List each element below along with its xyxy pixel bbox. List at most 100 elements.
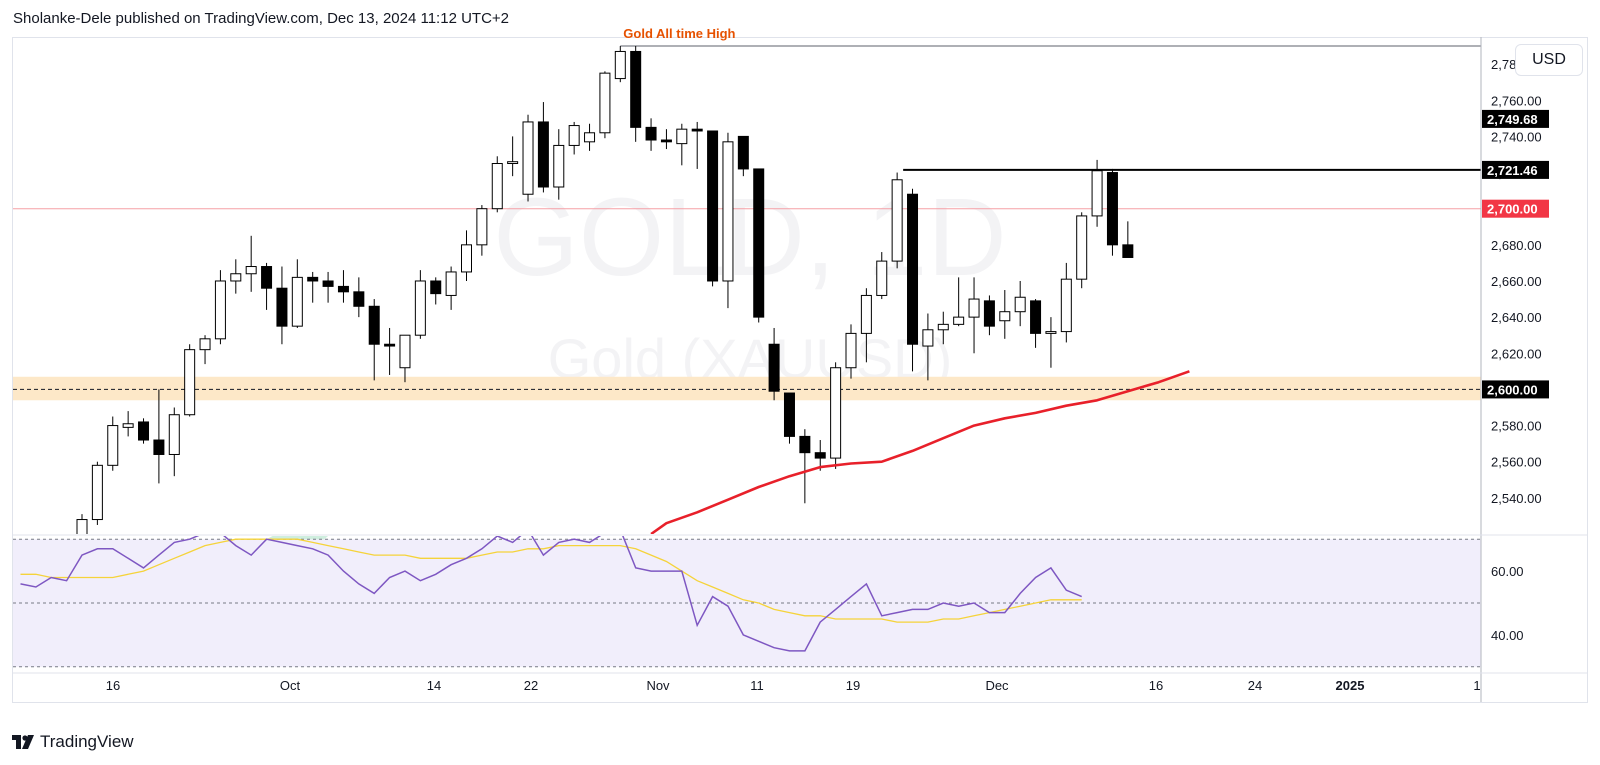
rsi-overbought-fill — [266, 536, 329, 540]
candle[interactable] — [261, 262, 273, 310]
candle[interactable] — [291, 259, 303, 328]
candle[interactable] — [753, 168, 765, 323]
candle[interactable] — [184, 344, 196, 417]
candle-body-up — [584, 132, 596, 143]
candle-body-up — [91, 464, 103, 521]
rsi-tick-label: 40.00 — [1491, 628, 1524, 643]
chart-frame[interactable] — [12, 37, 1588, 703]
candle[interactable] — [1106, 168, 1118, 256]
candle[interactable] — [1014, 280, 1026, 327]
candle[interactable] — [199, 335, 211, 365]
candle[interactable] — [476, 205, 488, 256]
candle[interactable] — [1091, 159, 1103, 227]
candle-body-up — [230, 273, 242, 282]
candle[interactable] — [983, 295, 995, 336]
candle[interactable] — [445, 266, 457, 310]
candle-body-down — [691, 128, 703, 132]
currency-button[interactable]: USD — [1515, 44, 1583, 76]
candle[interactable] — [91, 461, 103, 525]
price-label-badge[interactable]: 2,700.00 — [1482, 199, 1549, 218]
candle[interactable] — [384, 327, 396, 375]
candle[interactable] — [138, 418, 150, 444]
candle[interactable] — [1122, 221, 1134, 258]
candle[interactable] — [907, 188, 919, 372]
candle-body-up — [184, 349, 196, 416]
candle[interactable] — [491, 156, 503, 213]
candle[interactable] — [353, 277, 365, 318]
candle[interactable] — [953, 277, 965, 327]
candle[interactable] — [799, 429, 811, 504]
candle[interactable] — [322, 271, 334, 303]
candle[interactable] — [922, 313, 934, 381]
moving-average-line[interactable] — [650, 370, 1190, 534]
candle[interactable] — [1060, 262, 1072, 343]
candle-body-down — [276, 287, 288, 327]
candle[interactable] — [461, 230, 472, 281]
candle[interactable] — [783, 392, 795, 444]
candle[interactable] — [1076, 212, 1088, 289]
tradingview-logo[interactable]: TradingView — [12, 732, 134, 752]
candle[interactable] — [737, 135, 749, 177]
price-label-badge[interactable]: 2,600.00 — [1482, 380, 1549, 399]
candle[interactable] — [722, 132, 734, 309]
rsi-line[interactable] — [20, 530, 1082, 652]
candle[interactable] — [168, 407, 180, 477]
candle[interactable] — [537, 102, 549, 193]
candle[interactable] — [1045, 317, 1057, 368]
candle[interactable] — [507, 136, 519, 177]
candle[interactable] — [214, 270, 226, 345]
candle-body-up — [999, 311, 1011, 322]
candle[interactable] — [368, 299, 380, 381]
candle-body-up — [1060, 278, 1072, 333]
candle[interactable] — [522, 114, 534, 202]
candle[interactable] — [968, 277, 980, 354]
candle[interactable] — [630, 46, 642, 142]
candle[interactable] — [845, 324, 857, 379]
candle[interactable] — [937, 311, 949, 345]
candle-body-down — [1122, 244, 1134, 258]
candle-body-up — [522, 121, 534, 195]
candle[interactable] — [614, 46, 626, 83]
price-label-badge[interactable]: 2,721.46 — [1482, 160, 1549, 179]
rsi-ma-line[interactable] — [20, 538, 1082, 623]
candle[interactable] — [830, 362, 842, 469]
candle[interactable] — [768, 327, 780, 401]
candle[interactable] — [814, 440, 826, 471]
support-zone[interactable] — [13, 376, 1481, 401]
candle[interactable] — [307, 271, 319, 303]
candle[interactable] — [584, 123, 596, 151]
candle[interactable] — [860, 288, 872, 363]
candle[interactable] — [599, 71, 611, 139]
candle[interactable] — [876, 252, 888, 300]
price-tick-label: 2,640.00 — [1491, 310, 1542, 325]
candle[interactable] — [122, 411, 134, 437]
candle[interactable] — [691, 121, 703, 169]
candle[interactable] — [430, 277, 442, 305]
price-label-badge[interactable]: 2,749.68 — [1482, 109, 1549, 128]
price-label-bg — [1482, 380, 1549, 399]
price-tick-label: 2,540.00 — [1491, 491, 1542, 506]
candle[interactable] — [76, 514, 88, 570]
candle[interactable] — [645, 118, 657, 151]
candle-body-down — [1030, 300, 1042, 334]
candle[interactable] — [107, 416, 119, 471]
candle[interactable] — [660, 129, 672, 150]
candle[interactable] — [707, 130, 719, 287]
candle[interactable] — [414, 270, 426, 339]
candle[interactable] — [245, 235, 257, 292]
candle[interactable] — [553, 129, 565, 200]
candle[interactable] — [230, 259, 242, 294]
candle-body-down — [322, 280, 334, 287]
candle[interactable] — [891, 172, 903, 269]
candle[interactable] — [1030, 299, 1042, 348]
candle[interactable] — [337, 270, 349, 303]
candle[interactable] — [568, 121, 580, 155]
candle[interactable] — [676, 123, 688, 166]
candle[interactable] — [276, 266, 288, 345]
candle-body-down — [768, 343, 780, 392]
candle[interactable] — [999, 290, 1011, 339]
candle[interactable] — [399, 334, 411, 383]
candle[interactable] — [153, 389, 165, 484]
candle-body-down — [537, 121, 549, 188]
